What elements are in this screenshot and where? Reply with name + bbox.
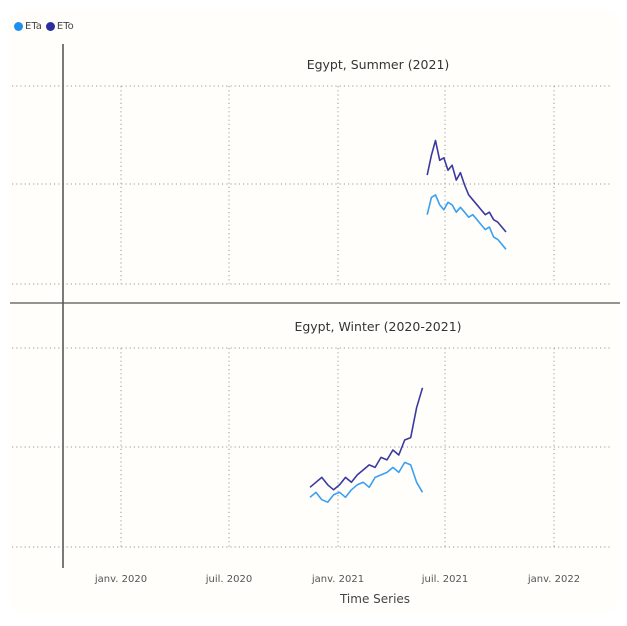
series-layer [309, 139, 507, 504]
legend-label-eto: ETo [56, 21, 74, 32]
x-axis-label: Time Series [339, 592, 410, 606]
panel-title-top: Egypt, Summer (2021) [307, 57, 450, 72]
grid-layer [12, 85, 612, 548]
legend-swatch-eta [14, 22, 23, 31]
series-line-eto-panel-0[interactable] [426, 139, 507, 233]
panel-title-bottom: Egypt, Winter (2020-2021) [294, 319, 461, 334]
series-line-eta-panel-0[interactable] [426, 194, 507, 250]
legend-item-eta[interactable]: ETa [14, 21, 42, 32]
chart-panel [8, 9, 620, 613]
series-line-eto-panel-1[interactable] [309, 387, 424, 491]
x-tick-label: janv. 2021 [311, 574, 364, 585]
x-tick-label: janv. 2022 [527, 574, 580, 585]
legend: ETa ETo [14, 21, 78, 32]
legend-label-eta: ETa [25, 21, 42, 32]
x-tick-label: juil. 2021 [421, 574, 468, 585]
series-line-eta-panel-1[interactable] [309, 461, 424, 504]
x-tick-label: janv. 2020 [94, 574, 147, 585]
x-tick-label: juil. 2020 [205, 574, 252, 585]
legend-item-eto[interactable]: ETo [45, 21, 74, 32]
legend-swatch-eto [45, 22, 55, 31]
